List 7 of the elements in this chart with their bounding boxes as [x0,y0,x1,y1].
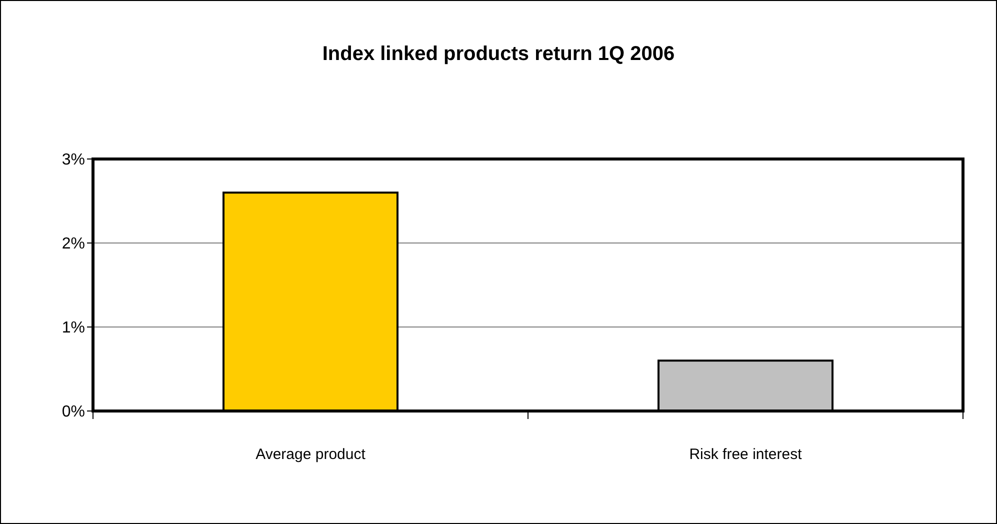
y-tick-label: 1% [62,320,85,337]
x-tick-label: Average product [256,446,366,463]
y-tick-label: 2% [62,236,85,253]
chart-title: Index linked products return 1Q 2006 [322,43,675,65]
y-tick-label: 3% [62,152,85,169]
y-tick-label: 0% [62,404,85,421]
x-tick-label: Risk free interest [689,446,803,463]
